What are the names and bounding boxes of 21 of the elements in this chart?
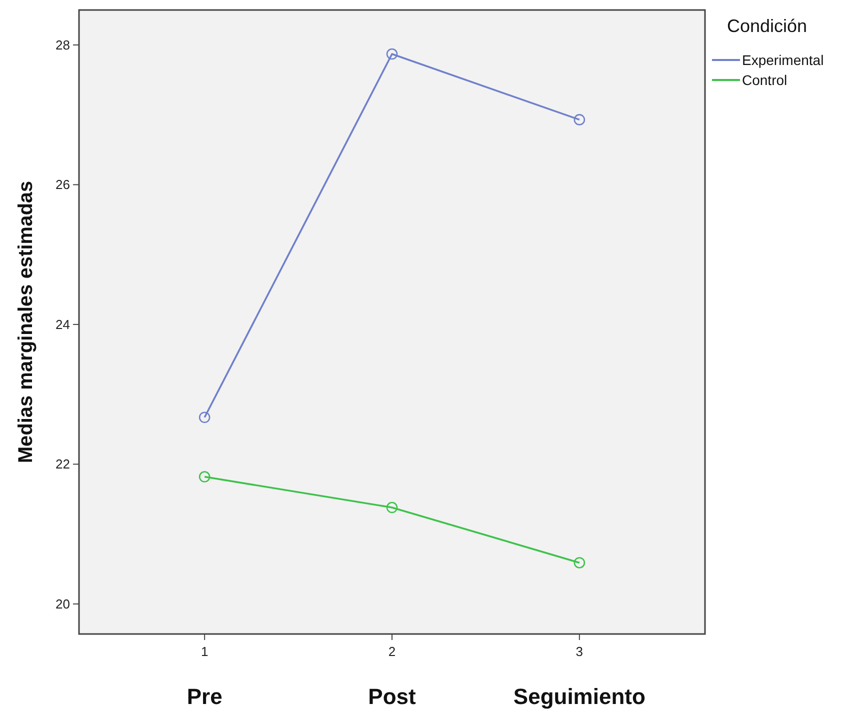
text: Post (368, 684, 417, 709)
x-tick-label: 1 (200, 644, 208, 659)
text: Pre (186, 684, 222, 709)
legend-title: Condición (727, 16, 808, 36)
x-tick-label: 3 (576, 644, 584, 659)
y-tick-label: 22 (56, 456, 70, 472)
y-tick-label: 20 (56, 596, 70, 612)
y-tick-label: 24 (56, 316, 70, 332)
y-tick-label: 28 (56, 37, 70, 52)
point (198, 471, 210, 482)
text: Seguimiento (513, 684, 646, 709)
point (574, 114, 586, 126)
point (386, 48, 398, 60)
legend-label: Experimental (742, 52, 824, 68)
legend-label: Control (742, 72, 788, 88)
point (198, 412, 210, 424)
y-axis-title: Medias marginales estimadas (15, 180, 37, 464)
point (386, 502, 398, 514)
point (574, 557, 586, 568)
y-tick-label: 26 (56, 177, 70, 192)
x-tick-label: 2 (388, 644, 396, 659)
